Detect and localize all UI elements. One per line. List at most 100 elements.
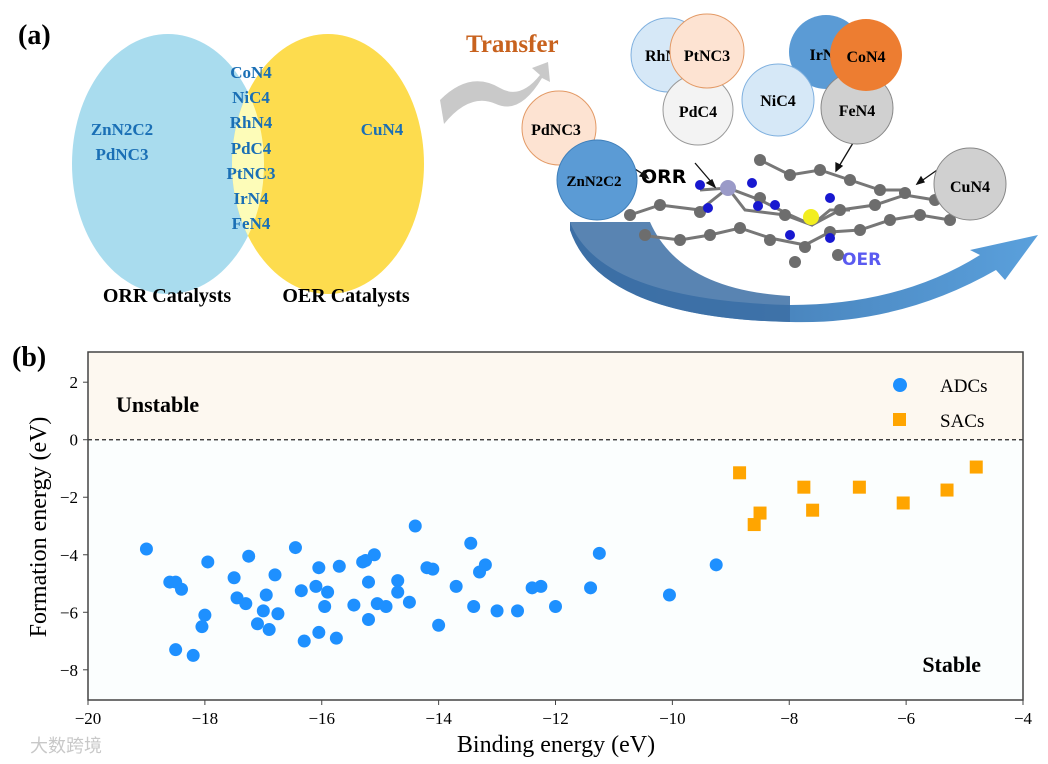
orr-set (72, 34, 264, 294)
adcs-point (169, 643, 183, 657)
venn-both-item: RhN4 (230, 113, 273, 132)
y-tick-label: −8 (60, 661, 78, 680)
venn-both-item: PtNC3 (226, 164, 275, 183)
venn-both-item: IrN4 (234, 189, 269, 208)
adcs-point (391, 574, 405, 588)
legend-label-sacs: SACs (940, 411, 984, 432)
adcs-point (198, 608, 212, 622)
adcs-point (318, 600, 332, 614)
venn-orr-item: ZnN2C2 (91, 120, 153, 139)
adcs-point (391, 585, 405, 599)
sacs-point (753, 506, 767, 520)
adcs-point (271, 607, 285, 621)
adcs-point (432, 618, 446, 632)
adcs-point (309, 579, 323, 593)
adcs-point (362, 575, 375, 589)
adcs-point (511, 604, 525, 618)
legend-marker-sacs (893, 413, 906, 426)
adcs-point (242, 549, 256, 563)
legend-label-adcs: ADCs (940, 376, 988, 397)
bubble-label: NiC4 (760, 93, 796, 110)
metal-atom-1 (720, 180, 736, 196)
bubble-label: FeN4 (839, 103, 875, 120)
adcs-point (250, 617, 264, 631)
adcs-point (297, 634, 311, 648)
venn-both-item: PdC4 (231, 139, 272, 158)
bubble-znn2c2: ZnN2C2 (556, 139, 638, 221)
adcs-point (592, 546, 606, 560)
adcs-point (294, 584, 308, 598)
adcs-point (321, 585, 335, 599)
legend-marker-adcs (893, 378, 907, 392)
bubble-label: ZnN2C2 (566, 174, 621, 190)
sacs-point (896, 496, 910, 510)
adcs-point (175, 582, 188, 596)
stable-region (88, 439, 1023, 700)
x-tick-label: −8 (780, 709, 798, 728)
bubble-label: PdC4 (679, 104, 717, 121)
adcs-point (347, 598, 361, 612)
scatter-chart: −20 −18 −16 −14 −12 −10 −8 −6 −4 2 0 −2 −4 −6 −8 Unsta… (26, 351, 1033, 758)
sacs-point (969, 460, 983, 474)
adcs-point (262, 623, 276, 637)
x-tick-label: −4 (1014, 709, 1033, 728)
adcs-point (329, 631, 343, 645)
adcs-point (312, 561, 326, 575)
adcs-point (227, 571, 241, 585)
metal-atom-2 (803, 209, 819, 225)
adcs-point (549, 600, 562, 614)
orr-catalysts-label: ORR Catalysts (103, 285, 232, 307)
panel-b-label: (b) (12, 342, 46, 373)
y-tick-label: −2 (60, 488, 78, 507)
bubble-con4: CoN4 (830, 19, 902, 91)
bubble-ptnc3: PtNC3 (669, 13, 745, 89)
arrow-shade (570, 222, 790, 322)
adcs-point (426, 562, 440, 576)
sacs-point (852, 480, 866, 494)
transfer-arrow-icon (440, 62, 550, 124)
adcs-point (201, 555, 215, 569)
bubble-label: CuN4 (950, 179, 990, 196)
panel-a-label: (a) (18, 20, 51, 51)
oer-set (232, 34, 424, 294)
adcs-point (408, 519, 422, 533)
adcs-point (449, 579, 463, 593)
x-tick-label: −14 (425, 709, 452, 728)
adcs-point (379, 600, 393, 614)
x-tick-label: −6 (897, 709, 915, 728)
adcs-point (464, 536, 478, 550)
adcs-point (478, 558, 492, 572)
y-tick-label: 2 (70, 373, 79, 392)
y-axis-label: Formation energy (eV) (26, 417, 52, 638)
x-tick-label: −18 (192, 709, 219, 728)
bubble-label: CoN4 (846, 49, 885, 66)
molecule-structure-icon (624, 154, 966, 268)
adcs-point (259, 588, 273, 602)
transfer-label: Transfer (466, 31, 559, 58)
unstable-label: Unstable (116, 392, 199, 417)
adcs-point (195, 620, 209, 634)
venn-both-item: FeN4 (232, 214, 271, 233)
y-tick-label: −6 (60, 603, 78, 622)
sacs-point (797, 480, 811, 494)
watermark: 大数跨境 (30, 736, 102, 757)
oer-text: OER (842, 250, 881, 270)
adcs-point (332, 559, 346, 573)
venn-orr-item: PdNC3 (96, 145, 149, 164)
legend: ADCs SACs (893, 376, 988, 432)
oer-catalysts-label: OER Catalysts (282, 285, 409, 307)
sacs-point (806, 503, 820, 517)
venn-oer-item: CuN4 (361, 120, 404, 139)
bubble-label: PtNC3 (684, 48, 730, 65)
sacs-point (747, 518, 761, 532)
bubble-label: PdNC3 (531, 122, 581, 139)
venn-diagram: ZnN2C2 PdNC3 CoN4 NiC4 RhN4 PdC4 PtNC3 I… (72, 34, 424, 307)
adcs-point (662, 588, 676, 602)
bubble-cun4: CuN4 (933, 147, 1007, 221)
x-tick-label: −20 (75, 709, 102, 728)
adcs-point (186, 648, 200, 662)
bubble-nic4: NiC4 (741, 63, 815, 137)
adcs-point (367, 548, 381, 562)
venn-both-item: CoN4 (230, 63, 272, 82)
orr-text: ORR (641, 166, 687, 188)
